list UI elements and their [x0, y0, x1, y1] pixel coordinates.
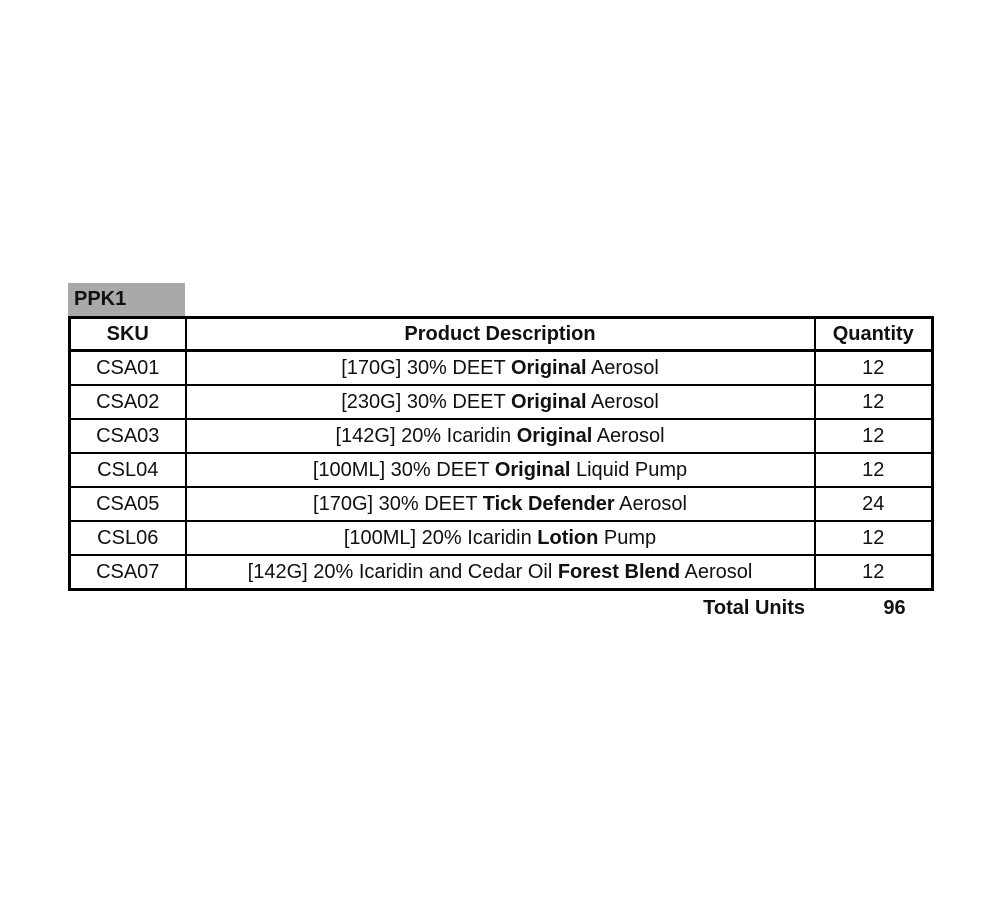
description-cell: [170G] 30% DEET Original Aerosol: [184, 349, 816, 386]
table-row: CSL06 [100ML] 20% Icaridin Lotion Pump 1…: [68, 520, 934, 556]
description-prefix: [170G] 30% DEET: [341, 356, 511, 379]
table-row: CSA02 [230G] 30% DEET Original Aerosol 1…: [68, 384, 934, 420]
total-units-value: 96: [883, 597, 906, 619]
table-row: CSA07 [142G] 20% Icaridin and Cedar Oil …: [68, 554, 934, 591]
description-bold: Original: [510, 390, 587, 413]
header-sku: SKU: [68, 316, 187, 352]
quantity-cell: 12: [813, 554, 934, 591]
description-prefix: [100ML] 30% DEET: [312, 458, 495, 481]
description-cell: [100ML] 20% Icaridin Lotion Pump: [184, 520, 816, 556]
sku-cell: CSA07: [68, 554, 187, 591]
table-row: CSA03 [142G] 20% Icaridin Original Aeros…: [68, 418, 934, 454]
description-prefix: [142G] 20% Icaridin and Cedar Oil: [247, 560, 558, 583]
quantity-cell: 12: [813, 349, 934, 386]
description-suffix: Aerosol: [586, 390, 659, 413]
sku-cell: CSA01: [68, 349, 187, 386]
quantity-cell: 24: [813, 486, 934, 522]
sku-cell: CSL04: [68, 452, 187, 488]
description-prefix: [230G] 30% DEET: [341, 390, 511, 413]
description-bold: Tick Defender: [482, 492, 615, 515]
description-cell: [142G] 20% Icaridin and Cedar Oil Forest…: [184, 554, 816, 591]
description-bold: Forest Blend: [557, 560, 681, 583]
total-units-label: Total Units: [703, 597, 805, 619]
total-row: Total Units 96: [68, 597, 931, 620]
description-suffix: Aerosol: [586, 356, 659, 379]
sku-cell: CSA05: [68, 486, 187, 522]
table-row: CSA01 [170G] 30% DEET Original Aerosol 1…: [68, 349, 934, 386]
description-cell: [142G] 20% Icaridin Original Aerosol: [184, 418, 816, 454]
description-prefix: [100ML] 20% Icaridin: [343, 526, 538, 549]
sku-cell: CSA03: [68, 418, 187, 454]
description-suffix: Pump: [598, 526, 657, 549]
quantity-cell: 12: [813, 520, 934, 556]
product-table: SKU Product Description Quantity CSA01 […: [68, 316, 934, 591]
description-suffix: Aerosol: [680, 560, 753, 583]
description-prefix: [170G] 30% DEET: [313, 492, 483, 515]
description-bold: Original: [516, 424, 593, 447]
quantity-cell: 12: [813, 418, 934, 454]
description-cell: [100ML] 30% DEET Original Liquid Pump: [184, 452, 816, 488]
header-quantity: Quantity: [813, 316, 934, 352]
header-row: SKU Product Description Quantity: [68, 316, 934, 352]
description-suffix: Aerosol: [592, 424, 665, 447]
description-prefix: [142G] 20% Icaridin: [335, 424, 517, 447]
sku-cell: CSL06: [68, 520, 187, 556]
description-cell: [230G] 30% DEET Original Aerosol: [184, 384, 816, 420]
quantity-cell: 12: [813, 452, 934, 488]
table-row: CSA05 [170G] 30% DEET Tick Defender Aero…: [68, 486, 934, 522]
packing-list-block: PPK1 SKU Product Description Quantity CS…: [68, 283, 934, 620]
description-suffix: Liquid Pump: [570, 458, 688, 481]
header-description: Product Description: [184, 316, 816, 352]
description-bold: Original: [510, 356, 587, 379]
description-bold: Lotion: [537, 526, 599, 549]
quantity-cell: 12: [813, 384, 934, 420]
description-suffix: Aerosol: [614, 492, 687, 515]
table-row: CSL04 [100ML] 30% DEET Original Liquid P…: [68, 452, 934, 488]
description-bold: Original: [494, 458, 571, 481]
pack-code-label: PPK1: [68, 283, 185, 316]
sku-cell: CSA02: [68, 384, 187, 420]
description-cell: [170G] 30% DEET Tick Defender Aerosol: [184, 486, 816, 522]
